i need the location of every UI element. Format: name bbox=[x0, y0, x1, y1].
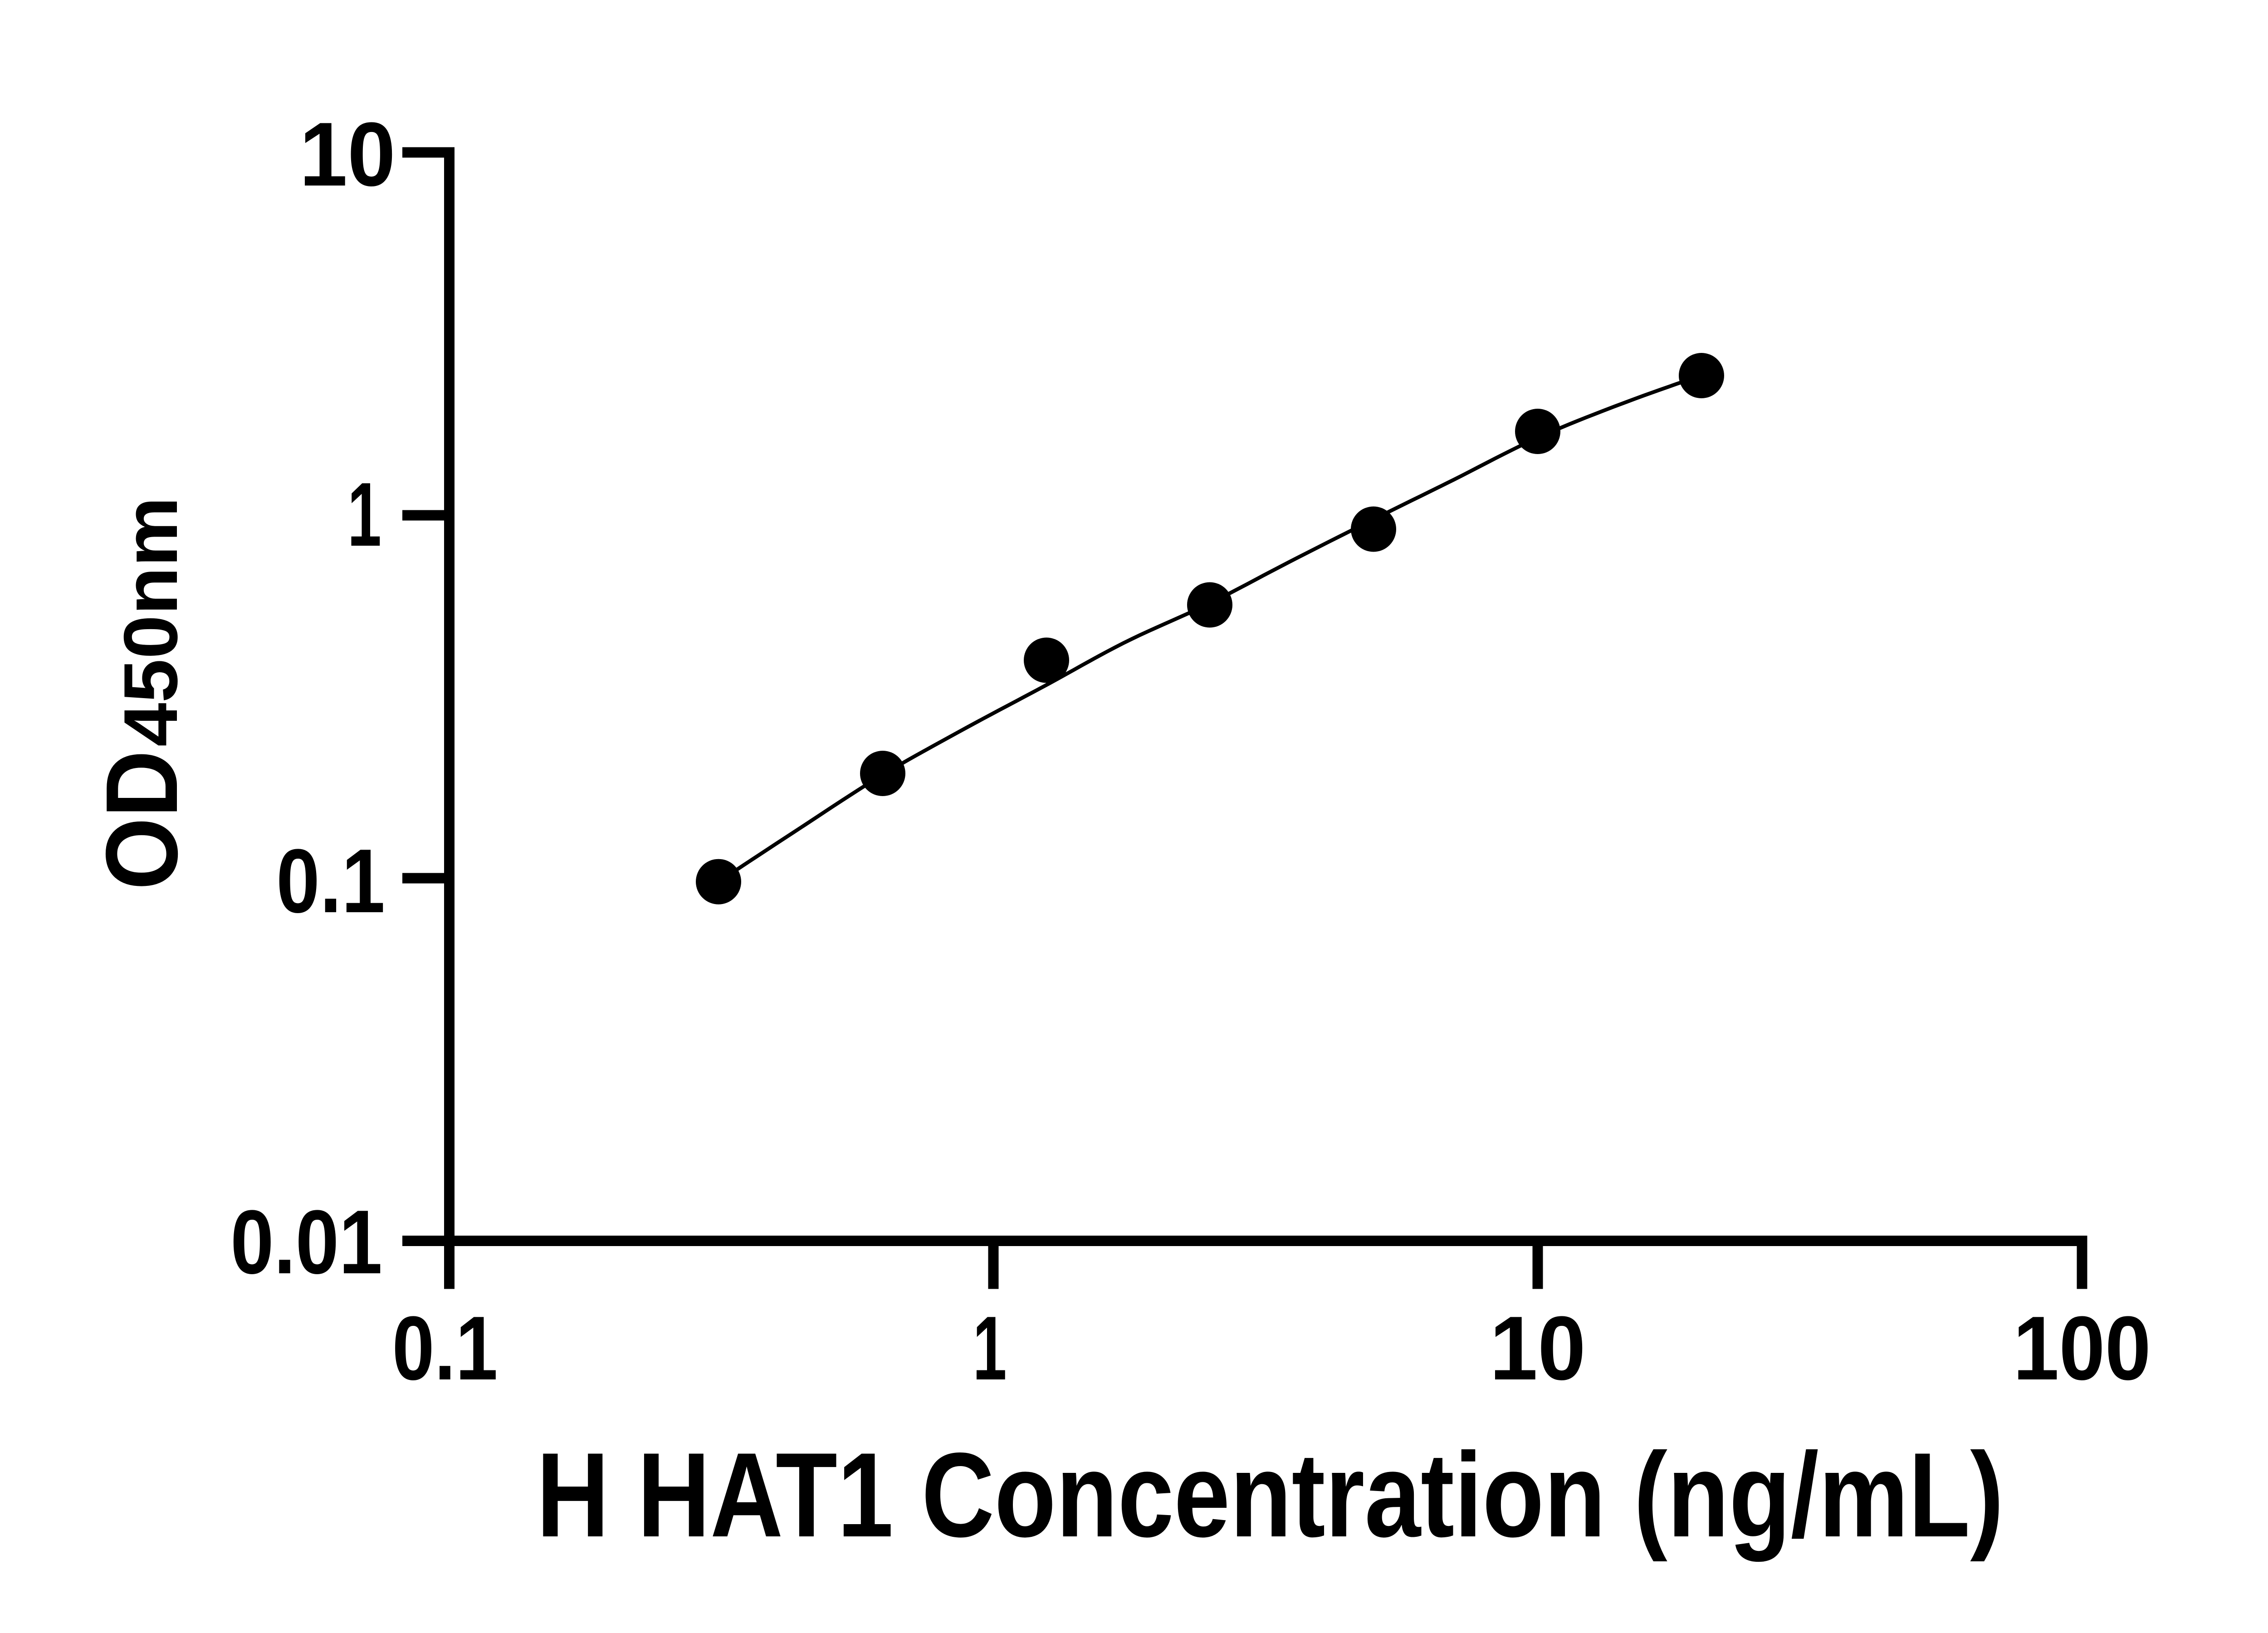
svg-text:H HAT1 Concentration (ng/mL): H HAT1 Concentration (ng/mL) bbox=[537, 1428, 2004, 1563]
svg-text:0.1: 0.1 bbox=[276, 831, 385, 932]
svg-text:0.01: 0.01 bbox=[230, 1192, 382, 1293]
svg-text:450nm: 450nm bbox=[108, 497, 193, 747]
svg-text:10: 10 bbox=[1490, 1298, 1586, 1399]
svg-text:0.1: 0.1 bbox=[392, 1298, 498, 1399]
svg-text:10: 10 bbox=[299, 104, 396, 205]
svg-text:1: 1 bbox=[973, 1298, 1007, 1399]
svg-text:1: 1 bbox=[347, 464, 381, 565]
svg-text:OD: OD bbox=[84, 750, 199, 890]
svg-text:100: 100 bbox=[2013, 1298, 2151, 1399]
